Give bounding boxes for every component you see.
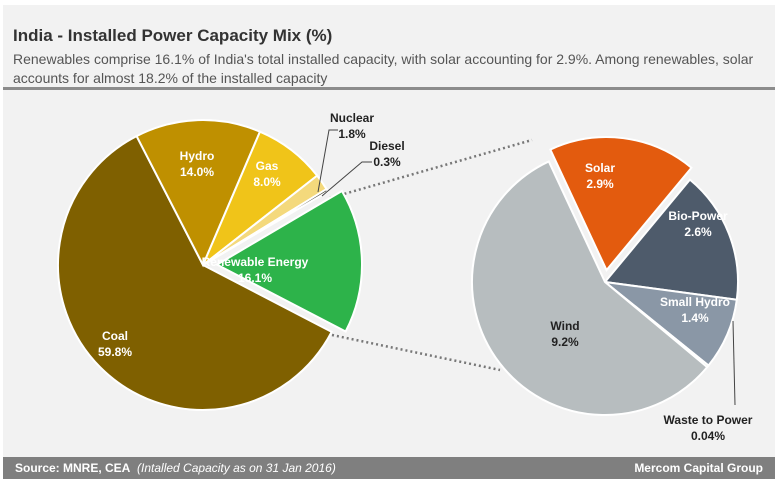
- pie-slice-bio-power: [603, 178, 739, 301]
- slice-value: 0.04%: [691, 429, 725, 443]
- pie-slice-coal: [57, 134, 334, 411]
- slice-label: Hydro: [180, 149, 215, 163]
- slice-value: 9.2%: [551, 335, 579, 349]
- pie-slice-renewable-energy: [214, 189, 363, 333]
- slice-label: Gas: [256, 159, 279, 173]
- leader-line-diesel: [321, 161, 372, 197]
- slice-value: 0.3%: [373, 155, 401, 169]
- slice-value: 8.0%: [253, 175, 281, 189]
- chart-subtitle: Renewables comprise 16.1% of India's tot…: [13, 51, 754, 86]
- source: Source: MNRE, CEA (Intalled Capacity as …: [15, 461, 336, 475]
- slice-label: Coal: [102, 329, 128, 343]
- chart-title: India - Installed Power Capacity Mix (%): [13, 26, 333, 45]
- source-note: (Intalled Capacity as on 31 Jan 2016): [137, 461, 336, 475]
- slice-value: 2.6%: [684, 225, 712, 239]
- connector-bottom: [331, 333, 501, 372]
- slice-value: 16.1%: [238, 271, 272, 285]
- pie-slice-wind: [471, 160, 709, 416]
- brand: Mercom Capital Group: [634, 461, 763, 475]
- slice-label: Nuclear: [330, 111, 374, 125]
- slice-value: 59.8%: [98, 345, 132, 359]
- header: India - Installed Power Capacity Mix (%)…: [3, 5, 775, 90]
- leader-line-nuclear: [317, 129, 338, 193]
- slice-value: 1.8%: [338, 127, 366, 141]
- slice-label: Wind: [550, 319, 579, 333]
- slice-value: 1.4%: [681, 311, 709, 325]
- slice-label: Renewable Energy: [202, 255, 309, 269]
- slice-value: 14.0%: [180, 165, 214, 179]
- pie-slice-solar: [548, 136, 693, 272]
- pie-slice-hydro: [135, 119, 262, 268]
- slice-label: Waste to Power: [664, 413, 753, 427]
- slice-label: Solar: [585, 161, 615, 175]
- leader-line-waste: [732, 320, 736, 406]
- connector-top: [329, 138, 533, 200]
- footer: Source: MNRE, CEA (Intalled Capacity as …: [3, 457, 775, 479]
- slice-label: Small Hydro: [660, 295, 730, 309]
- slice-value: 2.9%: [586, 177, 614, 191]
- slice-label: Diesel: [369, 139, 404, 153]
- slice-label: Bio-Power: [668, 209, 728, 223]
